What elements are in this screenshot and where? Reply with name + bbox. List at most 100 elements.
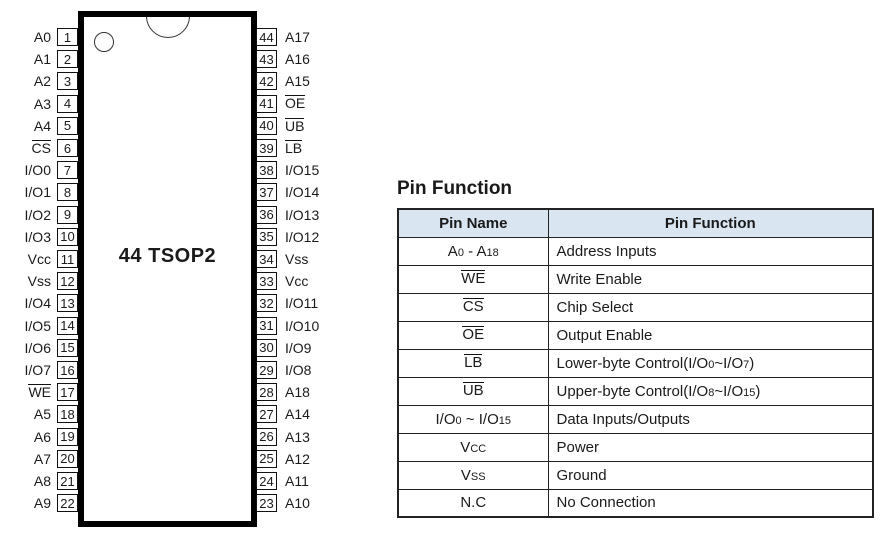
pin-number: 14: [57, 316, 78, 335]
pin-function-cell: Data Inputs/Outputs: [547, 404, 874, 434]
pin-row: A4 5: [0, 116, 78, 135]
pin-function-cell: Upper-byte Control(I/O8~I/O15): [547, 376, 874, 406]
pin-row: 44 A17: [256, 28, 310, 46]
pin-row: 43 A16: [256, 50, 310, 69]
table-row: OE Output Enable: [397, 320, 874, 350]
pin-row: A0 1: [0, 28, 78, 46]
pin-label: OE: [285, 95, 306, 112]
pin-number: 33: [256, 272, 277, 291]
pin-label: LB: [285, 139, 303, 156]
pin-number: 8: [57, 183, 78, 202]
pin-row: 38 I/O15: [256, 161, 319, 180]
pin-name-cell: VCC: [397, 432, 549, 462]
pin-label: I/O10: [285, 317, 320, 334]
pin-row: I/O7 16: [0, 361, 78, 379]
pin-number: 34: [256, 250, 277, 268]
pin-number: 1: [57, 28, 78, 46]
col-header-pin-function: Pin Function: [547, 208, 874, 238]
pin-label: I/O11: [285, 295, 319, 312]
section-title: Pin Function: [397, 178, 513, 199]
pin-number: 10: [57, 227, 78, 246]
pin-function-table: Pin Name Pin Function A0 - A18 Address In…: [397, 208, 874, 518]
pin-row: 32 I/O11: [256, 294, 319, 313]
chip-body: 44 TSOP2: [78, 11, 257, 527]
pin-function-cell: Ground: [547, 460, 874, 490]
pin-number: 4: [57, 94, 78, 113]
pin-number: 18: [57, 405, 78, 424]
pin-row: A3 4: [0, 94, 78, 113]
pin-number: 37: [256, 183, 277, 202]
pin-label: A17: [285, 29, 310, 45]
pin-label: A2: [33, 73, 51, 90]
pin-label: Vss: [285, 251, 309, 267]
pin-row: I/O0 7: [0, 161, 78, 180]
pin-number: 35: [256, 227, 277, 246]
pin-number: 7: [57, 161, 78, 180]
pin-label: A7: [33, 450, 51, 467]
pin-number: 6: [57, 139, 78, 157]
pin-number: 27: [256, 405, 277, 424]
pin-row: A9 22: [0, 494, 78, 513]
pin-row: I/O3 10: [0, 227, 78, 246]
pin-name-cell: WE: [397, 264, 549, 294]
pin-row: Vcc 11: [0, 250, 78, 268]
pin-function-section: Pin Function Pin Name Pin Function A0 - …: [397, 178, 874, 518]
pin-number: 16: [57, 361, 78, 379]
pin-number: 29: [256, 361, 277, 379]
pin-row: I/O4 13: [0, 294, 78, 313]
table-header-row: Pin Name Pin Function: [397, 208, 874, 238]
pin-number: 26: [256, 427, 277, 446]
pin-function-cell: Chip Select: [547, 292, 874, 322]
pin-row: 23 A10: [256, 494, 310, 513]
pin-number: 31: [256, 316, 277, 335]
pin-label: A18: [285, 384, 310, 401]
pin-row: 26 A13: [256, 427, 310, 446]
pin-label: A13: [285, 428, 310, 445]
pin-row: 34 Vss: [256, 250, 308, 268]
pin-number: 39: [256, 139, 277, 157]
pin-number: 41: [256, 94, 277, 113]
pin-label: I/O9: [285, 339, 312, 356]
pin-label: Vss: [27, 273, 51, 290]
pin-label: I/O7: [24, 362, 51, 378]
pin-number: 5: [57, 116, 78, 135]
pin-label: A0: [33, 29, 51, 45]
pin-row: 31 I/O10: [256, 316, 320, 335]
pin-number: 20: [57, 449, 78, 468]
pin-name-cell: UB: [397, 376, 549, 406]
pin-function-cell: No Connection: [547, 488, 874, 518]
pin-label: A8: [33, 473, 51, 489]
table-row: VCC Power: [397, 432, 874, 462]
pin-name-cell: VSS: [397, 460, 549, 490]
chip-notch: [145, 17, 190, 38]
pin-label: A6: [33, 428, 51, 445]
pin-number: 44: [256, 28, 277, 46]
pin-row: I/O2 9: [0, 205, 78, 224]
pin1-indicator-dot: [94, 32, 114, 52]
pin-label: I/O2: [24, 206, 51, 223]
pin-label: A4: [33, 117, 51, 134]
pin-name-cell: LB: [397, 348, 549, 378]
pin-label: I/O4: [24, 295, 51, 312]
pin-name-cell: N.C: [397, 488, 549, 518]
pin-row: A1 2: [0, 50, 78, 69]
pin-row: 24 A11: [256, 472, 309, 490]
table-row: LB Lower-byte Control(I/O0~I/O7): [397, 348, 874, 378]
pin-row: 42 A15: [256, 72, 310, 91]
pin-row: 37 I/O14: [256, 183, 319, 202]
table-row: UB Upper-byte Control(I/O8~I/O15): [397, 376, 874, 406]
pin-label: Vcc: [285, 273, 309, 290]
pin-label: UB: [285, 117, 305, 134]
pin-name-cell: A0 - A18: [397, 236, 549, 266]
pin-number: 23: [256, 494, 277, 513]
chip-package-label: 44 TSOP2: [118, 245, 217, 267]
pin-number: 11: [57, 250, 78, 268]
pin-label: I/O6: [24, 339, 51, 356]
pin-label: I/O1: [24, 184, 51, 201]
pin-number: 24: [256, 472, 277, 490]
pin-label: A10: [285, 495, 310, 512]
pin-function-cell: Power: [547, 432, 874, 462]
table-row: CS Chip Select: [397, 292, 874, 322]
pin-number: 19: [57, 427, 78, 446]
